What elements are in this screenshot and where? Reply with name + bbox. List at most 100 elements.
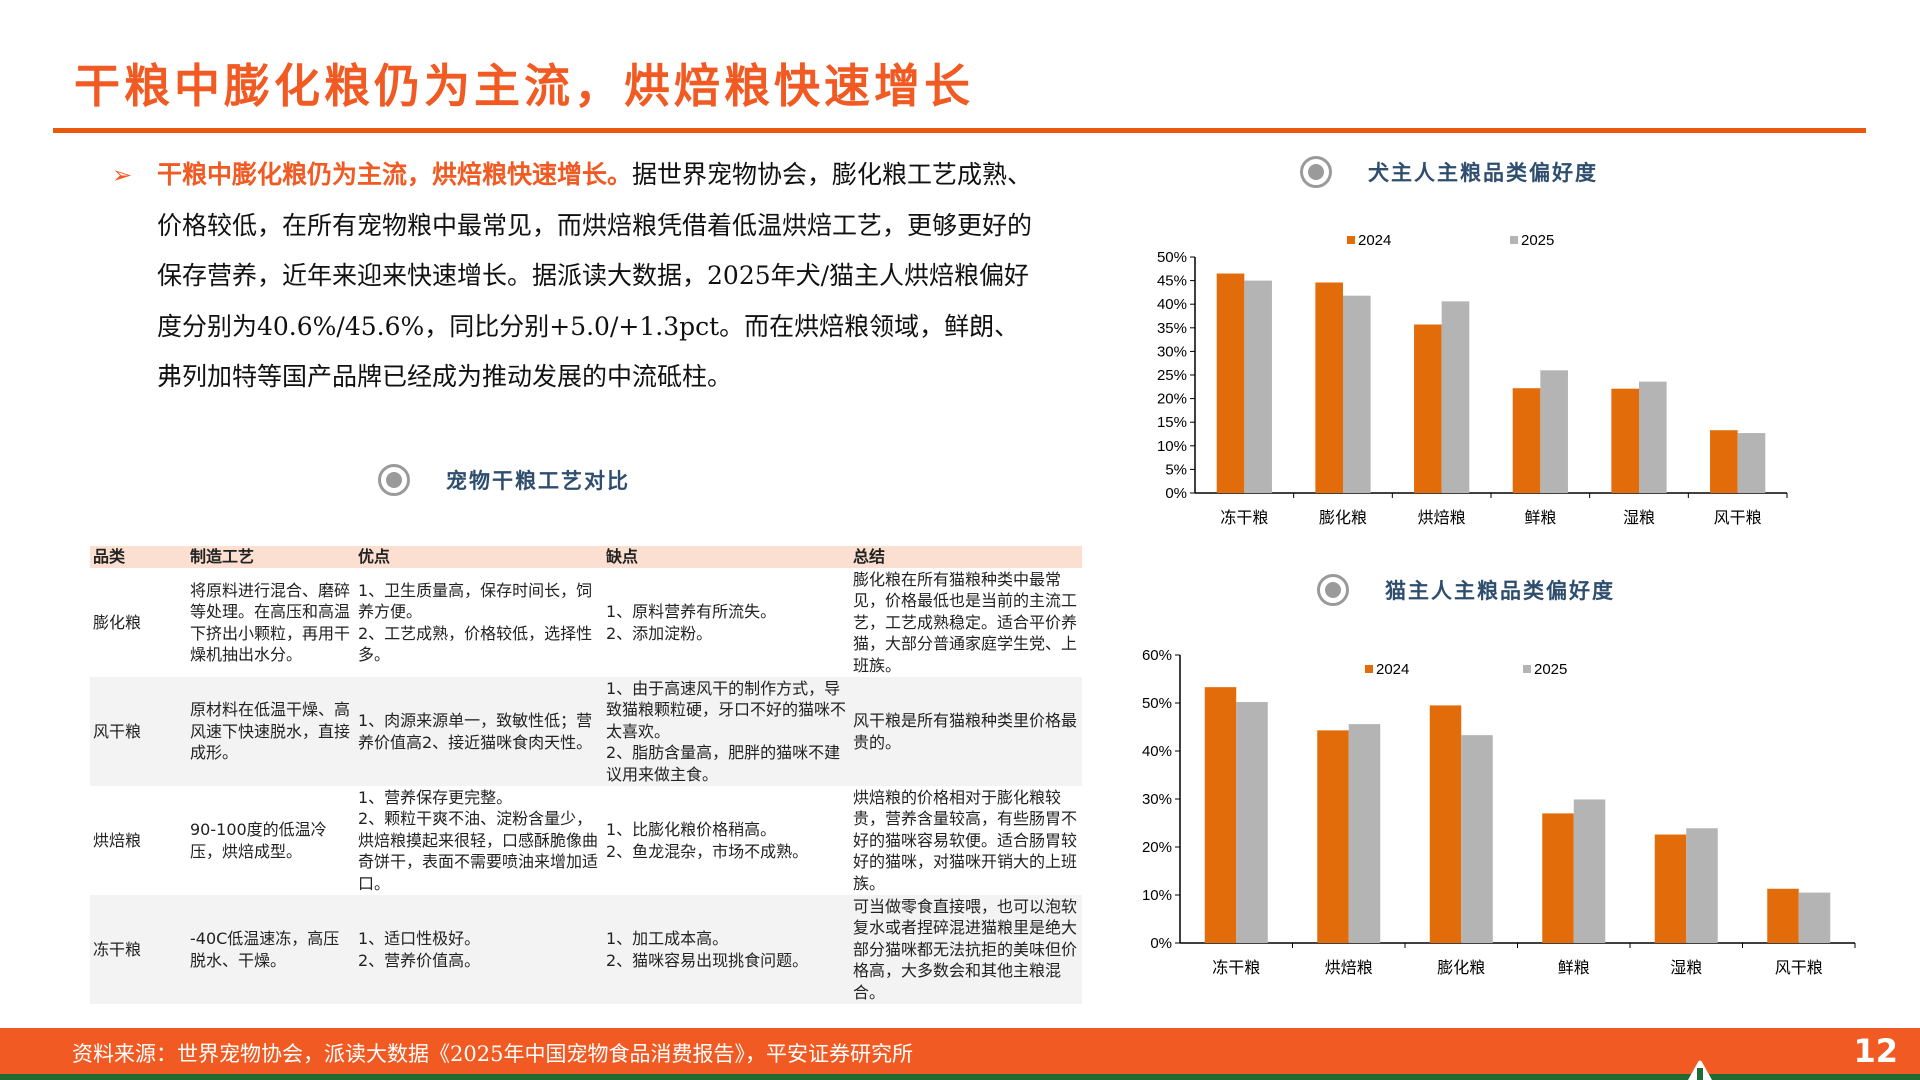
- x-tick-label: 湿粮: [1623, 508, 1655, 527]
- table-row: 烘焙粮 90-100度的低温冷压，烘焙成型。 1、营养保存更完整。 2、颗粒干爽不油…: [90, 786, 1082, 895]
- comparison-table: 品类 制造工艺 优点 缺点 总结 膨化粮 将原料进行混合、磨碎等处理。在高压和高温下挤出小…: [90, 546, 1082, 1004]
- footer-green-line: [0, 1074, 1920, 1080]
- bar-2024: [1611, 388, 1639, 493]
- legend-swatch: [1510, 236, 1518, 244]
- radio-circle-icon: [1300, 156, 1332, 188]
- column-header: 制造工艺: [187, 546, 355, 568]
- bar-2024: [1542, 813, 1574, 943]
- bar-2025: [1244, 280, 1272, 493]
- table-row: 膨化粮 将原料进行混合、磨碎等处理。在高压和高温下挤出小颗粒，再用干燥机抽出水分。…: [90, 568, 1082, 677]
- title-divider: [53, 128, 1866, 133]
- y-tick-label: 5%: [1165, 461, 1187, 478]
- cat-chart-title: 猫主人主粮品类偏好度: [1385, 578, 1615, 603]
- bar-2024: [1216, 273, 1245, 493]
- y-tick-label: 45%: [1157, 273, 1187, 290]
- table-caption: 宠物干粮工艺对比: [378, 464, 630, 496]
- x-tick-label: 烘焙粮: [1418, 508, 1466, 527]
- table-cell: 冻干粮: [90, 895, 187, 1004]
- legend-label: 2024: [1376, 661, 1409, 678]
- x-tick-label: 湿粮: [1670, 958, 1702, 977]
- radio-circle-icon: [1317, 574, 1349, 606]
- table-cell: 风干粮是所有猫粮种类里价格最贵的。: [850, 677, 1082, 786]
- y-tick-label: 40%: [1142, 743, 1172, 760]
- column-header: 品类: [90, 546, 187, 568]
- bar-2024: [1512, 388, 1541, 493]
- y-tick-label: 40%: [1157, 296, 1187, 313]
- arrow-bullet-icon: ➢: [112, 161, 133, 189]
- x-tick-label: 烘焙粮: [1325, 958, 1373, 977]
- table-row: 风干粮 原材料在低温干燥、高风速下快速脱水，直接成形。 1、肉源来源单一，致敏性低；…: [90, 677, 1082, 786]
- footer-bar: 资料来源：世界宠物协会，派读大数据《2025年中国宠物食品消费报告》，平安证券研…: [0, 1028, 1920, 1076]
- table-cell: 1、适口性极好。 2、营养价值高。: [355, 895, 603, 1004]
- table-cell: 1、卫生质量高，保存时间长，饲养方便。 2、工艺成熟，价格较低，选择性多。: [358, 580, 593, 665]
- bar-2024: [1317, 730, 1349, 943]
- column-header: 优点: [355, 546, 603, 568]
- summary-highlight: 干粮中膨化粮仍为主流，烘焙粮快速增长。: [157, 160, 633, 189]
- dog-preference-chart: 0% 5% 10% 15% 20% 25% 30% 35% 40% 45% 50% 冻干粮 膨化粮 烘焙粮…: [1157, 232, 1788, 527]
- y-tick-label: 50%: [1142, 695, 1172, 712]
- bar-2025: [1573, 799, 1606, 943]
- y-tick-label: 30%: [1142, 791, 1172, 808]
- bar-2025: [1737, 433, 1766, 493]
- legend-label: 2025: [1521, 232, 1554, 249]
- table-cell: 1、加工成本高。 2、猫咪容易出现挑食问题。: [603, 895, 850, 1004]
- page-title: 干粮中膨化粮仍为主流，烘焙粮快速增长: [74, 59, 974, 113]
- table-cell: 可当做零食直接喂，也可以泡软复水或者捏碎混进猫粮里是绝大部分猫咪都无法抗拒的美味…: [850, 895, 1082, 1004]
- bar-2024: [1204, 687, 1237, 943]
- dog-chart-caption: 犬主人主粮品类偏好度: [1300, 156, 1598, 188]
- y-tick-label: 60%: [1142, 647, 1172, 664]
- radio-circle-icon: [378, 464, 410, 496]
- table-cell: 将原料进行混合、磨碎等处理。在高压和高温下挤出小颗粒，再用干燥机抽出水分。: [190, 580, 351, 665]
- bar-2024: [1414, 324, 1442, 493]
- x-tick-label: 风干粮: [1775, 958, 1823, 977]
- table-cell: 1、比膨化粮价格稍高。 2、鱼龙混杂，市场不成熟。: [606, 820, 809, 861]
- table-row: 冻干粮 -40C低温速冻，高压脱水、干燥。 1、适口性极好。 2、营养价值高。 1、加…: [90, 895, 1082, 1004]
- page-number: 12: [1853, 1032, 1898, 1070]
- y-tick-label: 0%: [1165, 485, 1187, 502]
- legend-label: 2024: [1358, 232, 1391, 249]
- bar-2024: [1654, 834, 1687, 943]
- x-tick-label: 风干粮: [1714, 508, 1762, 527]
- bar-2025: [1441, 301, 1470, 493]
- table-header-row: 品类 制造工艺 优点 缺点 总结: [90, 546, 1082, 568]
- y-tick-label: 25%: [1157, 367, 1187, 384]
- x-tick-label: 鲜粮: [1558, 958, 1590, 977]
- x-tick-label: 冻干粮: [1220, 508, 1268, 527]
- table-cell: 90-100度的低温冷压，烘焙成型。: [190, 820, 327, 861]
- y-tick-label: 10%: [1157, 438, 1187, 455]
- bar-2025: [1639, 381, 1667, 493]
- table-cell: 烘焙粮的价格相对于膨化粮较贵，营养含量较高，有些肠胃不好的猫咪容易软便。适合肠胃…: [853, 787, 1078, 893]
- table-cell: 1、营养保存更完整。 2、颗粒干爽不油、淀粉含量少，烘焙粮摸起来很轻，口感酥脆像…: [358, 787, 599, 893]
- y-tick-label: 20%: [1142, 839, 1172, 856]
- y-tick-label: 10%: [1142, 887, 1172, 904]
- y-tick-label: 15%: [1157, 414, 1187, 431]
- bar-2024: [1429, 705, 1462, 943]
- legend-swatch: [1523, 665, 1531, 673]
- bar-2025: [1343, 295, 1371, 493]
- bar-2025: [1540, 370, 1568, 493]
- bar-2025: [1461, 735, 1493, 943]
- legend-swatch: [1365, 665, 1373, 673]
- y-tick-label: 30%: [1157, 343, 1187, 360]
- table-cell: 原材料在低温干燥、高风速下快速脱水，直接成形。: [187, 677, 355, 786]
- cat-chart-caption: 猫主人主粮品类偏好度: [1317, 574, 1615, 606]
- y-tick-label: 20%: [1157, 391, 1187, 408]
- table-cell: 风干粮: [90, 677, 187, 786]
- bar-2025: [1686, 828, 1718, 943]
- table-cell: 烘焙粮: [93, 830, 142, 850]
- dog-chart-title: 犬主人主粮品类偏好度: [1368, 160, 1598, 185]
- column-header: 缺点: [603, 546, 850, 568]
- x-tick-label: 冻干粮: [1212, 958, 1260, 977]
- bar-2024: [1315, 282, 1343, 493]
- legend-swatch: [1347, 236, 1355, 244]
- bar-2024: [1767, 888, 1799, 943]
- y-tick-label: 50%: [1157, 249, 1187, 266]
- bar-2025: [1348, 724, 1381, 943]
- table-cell: -40C低温速冻，高压脱水、干燥。: [187, 895, 355, 1004]
- bar-2024: [1710, 430, 1738, 493]
- source-note: 资料来源：世界宠物协会，派读大数据《2025年中国宠物食品消费报告》，平安证券研…: [72, 1042, 913, 1066]
- column-header: 总结: [850, 546, 1082, 568]
- summary-paragraph: ➢ 干粮中膨化粮仍为主流，烘焙粮快速增长。据世界宠物协会，膨化粮工艺成熟、价格较…: [112, 150, 1042, 403]
- x-tick-label: 鲜粮: [1524, 508, 1556, 527]
- table-cell: 1、原料营养有所流失。 2、添加淀粉。: [606, 602, 777, 643]
